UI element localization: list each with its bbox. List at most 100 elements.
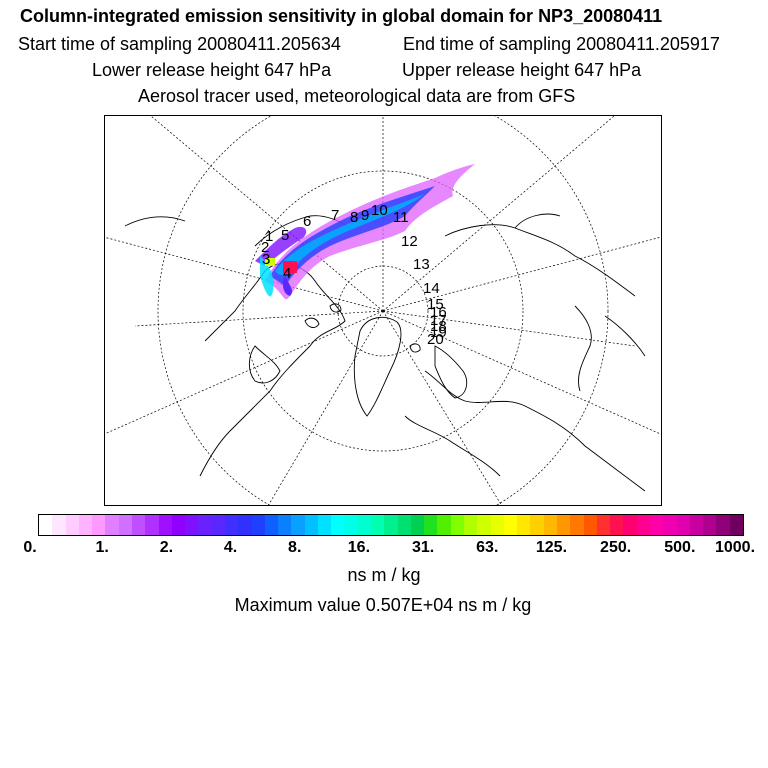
start-time-label: Start time of sampling 20080411.205634 [18, 34, 341, 54]
colorbar-cell [371, 515, 385, 535]
graticule [105, 116, 661, 505]
colorbar-tick-label: 125. [535, 539, 568, 556]
colorbar-cell [238, 515, 252, 535]
plume-hotspot-yellow [265, 258, 275, 266]
colorbar-cell [424, 515, 438, 535]
trajectory-label-3: 3 [262, 251, 270, 268]
colorbar-tick-label: 63. [476, 539, 499, 556]
colorbar-cell [171, 515, 186, 535]
colorbar-cell [649, 515, 664, 535]
meridian [382, 310, 636, 347]
colorbar-cell [596, 515, 611, 535]
coastline-islands [304, 303, 421, 353]
meridian [105, 310, 384, 435]
coastline-europe [424, 370, 646, 492]
colorbar-cell [530, 515, 544, 535]
colorbar-cell [729, 515, 743, 535]
sampling-times: Start time of sampling 20080411.205634 E… [18, 33, 768, 55]
colorbar-cell [583, 515, 597, 535]
trajectory-label-13: 13 [413, 256, 430, 273]
colorbar-tick-label: 1. [95, 539, 109, 556]
colorbar-cell [517, 515, 531, 535]
trajectory-label-5: 5 [281, 227, 289, 244]
colorbar-tick-label: 250. [600, 539, 632, 556]
colorbar-units: ns m / kg [347, 565, 421, 585]
trajectory-label-17: 17 [430, 312, 447, 329]
colorbar-cell [450, 515, 464, 535]
colorbar-tick-label: 8. [288, 539, 302, 556]
colorbar-cell [503, 515, 518, 535]
colorbar-cell [185, 515, 199, 535]
colorbar-cell [357, 515, 372, 535]
coastlines [124, 213, 646, 492]
colorbar-cell [663, 515, 677, 535]
colorbar-cell [118, 515, 132, 535]
latitude-circle-30 [157, 116, 609, 505]
colorbar-cell [464, 515, 478, 535]
plume-drip [282, 276, 293, 296]
colorbar-cell [264, 515, 279, 535]
colorbar-cell [344, 515, 358, 535]
colorbar-cell [477, 515, 491, 535]
map-title: Column-integrated emission sensitivity i… [20, 6, 663, 26]
meridian [134, 310, 384, 327]
colorbar-cell [570, 515, 584, 535]
trajectory-label-14: 14 [423, 280, 440, 297]
colorbar-cell [437, 515, 451, 535]
colorbar-cell [490, 515, 504, 535]
polar-map-canvas: 4 3 2 1 5 6 7 8 9 10 11 12 13 14 15 16 1… [105, 116, 661, 505]
colorbar-cell [384, 515, 398, 535]
colorbar-cell [131, 515, 146, 535]
colorbar-cell [198, 515, 212, 535]
meridian [382, 236, 661, 312]
colorbar-tick-label: 2. [159, 539, 174, 556]
coastline-hudson-bay [248, 345, 281, 384]
colorbar-cell [145, 515, 159, 535]
colorbar-cell [65, 515, 79, 535]
plume-tail [255, 226, 307, 266]
trajectory-label-1: 1 [265, 228, 273, 245]
colorbar-cell [703, 515, 717, 535]
colorbar [38, 514, 744, 536]
trajectory-label-11: 11 [393, 209, 409, 226]
tracer-note: Aerosol tracer used, meteorological data… [138, 86, 576, 106]
trajectory-label-8: 8 [350, 209, 358, 226]
release-heights: Lower release height 647 hPa Upper relea… [92, 59, 768, 81]
trajectory-label-16: 16 [430, 304, 447, 321]
colorbar-cell [676, 515, 690, 535]
coastline-siberia [444, 213, 636, 297]
colorbar-cell [92, 515, 106, 535]
meridian [382, 310, 502, 505]
colorbar-cell [317, 515, 332, 535]
colorbar-tick-label: 16. [347, 539, 371, 556]
trajectory-label-20: 20 [427, 331, 444, 348]
coastline-east-asia [574, 305, 646, 392]
colorbar-cell [251, 515, 265, 535]
trajectory-label-4: 4 [283, 265, 291, 282]
colorbar-cell [78, 515, 93, 535]
colorbar-cell [543, 515, 557, 535]
colorbar-cell [610, 515, 624, 535]
colorbar-cell [636, 515, 650, 535]
colorbar-cell [211, 515, 225, 535]
trajectory-label-18: 18 [430, 318, 447, 335]
maximum-value: Maximum value 0.507E+04 ns m / kg [234, 595, 532, 615]
polar-map: 4 3 2 1 5 6 7 8 9 10 11 12 13 14 15 16 1… [104, 115, 662, 506]
colorbar-cell [410, 515, 425, 535]
trajectory-label-10: 10 [371, 202, 388, 219]
trajectory-label-12: 12 [401, 233, 418, 250]
plume-hotspot [283, 261, 297, 273]
colorbar-cell [39, 515, 53, 535]
colorbar-tick-label: 500. [664, 539, 696, 556]
sensitivity-plume [255, 164, 475, 300]
lower-release-label: Lower release height 647 hPa [92, 60, 332, 80]
coastline-mediterranean [404, 415, 501, 477]
colorbar-cell [397, 515, 411, 535]
trajectory-label-6: 6 [303, 213, 311, 230]
latitude-circle-80 [337, 265, 429, 357]
trajectory-label-15: 15 [427, 296, 444, 313]
colorbar-cell [291, 515, 305, 535]
colorbar-tick-label: 31. [411, 539, 435, 556]
trajectory-labels: 4 3 2 1 5 6 7 8 9 10 11 12 13 14 15 16 1… [261, 202, 447, 348]
latitude-circle-60 [242, 170, 524, 452]
